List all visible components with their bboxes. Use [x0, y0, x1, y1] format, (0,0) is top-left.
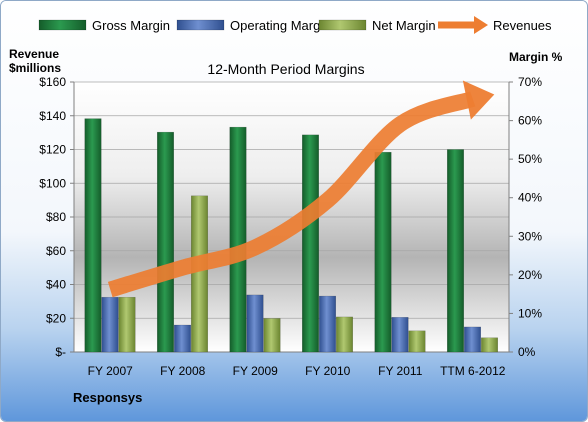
bars	[84, 118, 498, 353]
legend-item-gross-margin: Gross Margin	[38, 18, 170, 33]
bar-net-margin	[481, 337, 498, 353]
left-axis-label-line1: Revenue	[9, 47, 59, 61]
legend-label: Net Margin	[372, 18, 436, 33]
revenue-line	[107, 80, 495, 298]
right-tick-label: 0%	[518, 345, 536, 359]
left-axis-ticks: $- $20 $40 $60 $80 $100 $120 $140 $160	[39, 75, 66, 359]
revenue-line-path	[107, 91, 476, 298]
legend-item-net-margin: Net Margin	[318, 18, 436, 33]
legend-label: Revenues	[493, 18, 552, 33]
bar-gross-margin	[447, 149, 464, 353]
bar-net-margin	[408, 330, 426, 353]
bar-operating-margin	[391, 317, 409, 353]
bar-net-margin	[191, 195, 208, 353]
left-tick-label: $120	[39, 143, 66, 157]
bar-gross-margin	[229, 126, 247, 353]
legend-item-revenues: Revenues	[438, 16, 552, 34]
right-tick-label: 30%	[518, 229, 542, 243]
right-tick-label: 10%	[518, 306, 542, 320]
legend: Gross Margin Operating Margin Net Margin Re…	[38, 16, 552, 34]
bar-gross-margin	[84, 118, 102, 353]
left-tick-label: $140	[39, 109, 66, 123]
right-axis-ticks: 0% 10% 20% 30% 40% 50% 60% 70%	[509, 75, 542, 359]
chart-title: 12-Month Period Margins	[207, 61, 364, 77]
left-tick-label: $60	[46, 244, 66, 258]
revenue-arrowhead	[462, 80, 495, 120]
right-tick-label: 20%	[518, 268, 542, 282]
legend-label: Operating Margin	[230, 18, 330, 33]
left-tick-label: $20	[46, 311, 66, 325]
category-labels: FY 2007 FY 2008 FY 2009 FY 2010 FY 2011 TTM 6…	[88, 364, 506, 378]
left-tick-label: $40	[46, 278, 66, 292]
bar-operating-margin	[246, 294, 264, 353]
category-label: FY 2011	[378, 364, 423, 378]
bar-operating-margin	[464, 326, 481, 353]
right-tick-label: 40%	[518, 191, 542, 205]
left-tick-label: $-	[55, 345, 66, 359]
bar-net-margin	[336, 316, 353, 353]
right-tick-label: 60%	[518, 114, 542, 128]
footer-label: Responsys	[73, 390, 142, 405]
bar-operating-margin	[319, 295, 336, 353]
category-label: FY 2008	[160, 364, 205, 378]
bar-operating-margin	[101, 296, 119, 353]
left-tick-label: $80	[46, 210, 66, 224]
bar-net-margin	[263, 318, 281, 353]
bar-gross-margin	[374, 151, 392, 353]
left-tick-label: $160	[39, 75, 66, 89]
right-tick-label: 50%	[518, 152, 542, 166]
bar-gross-margin	[302, 134, 319, 353]
category-label: FY 2007	[88, 364, 133, 378]
legend-item-operating-margin: Operating Margin	[176, 18, 330, 33]
category-label: TTM 6-2012	[440, 364, 506, 378]
left-tick-label: $100	[39, 176, 66, 190]
legend-swatch	[38, 19, 87, 31]
legend-arrowhead	[474, 16, 488, 34]
legend-swatch	[318, 19, 367, 31]
bar-gross-margin	[157, 131, 174, 353]
category-label: FY 2010	[305, 364, 350, 378]
legend-swatch	[176, 19, 225, 31]
right-tick-label: 70%	[518, 75, 542, 89]
bar-net-margin	[118, 296, 136, 353]
left-axis-label-line2: $millions	[9, 61, 61, 75]
bar-operating-margin	[174, 324, 191, 353]
category-label: FY 2009	[233, 364, 278, 378]
legend-label: Gross Margin	[92, 18, 170, 33]
right-axis-label: Margin %	[509, 50, 563, 64]
